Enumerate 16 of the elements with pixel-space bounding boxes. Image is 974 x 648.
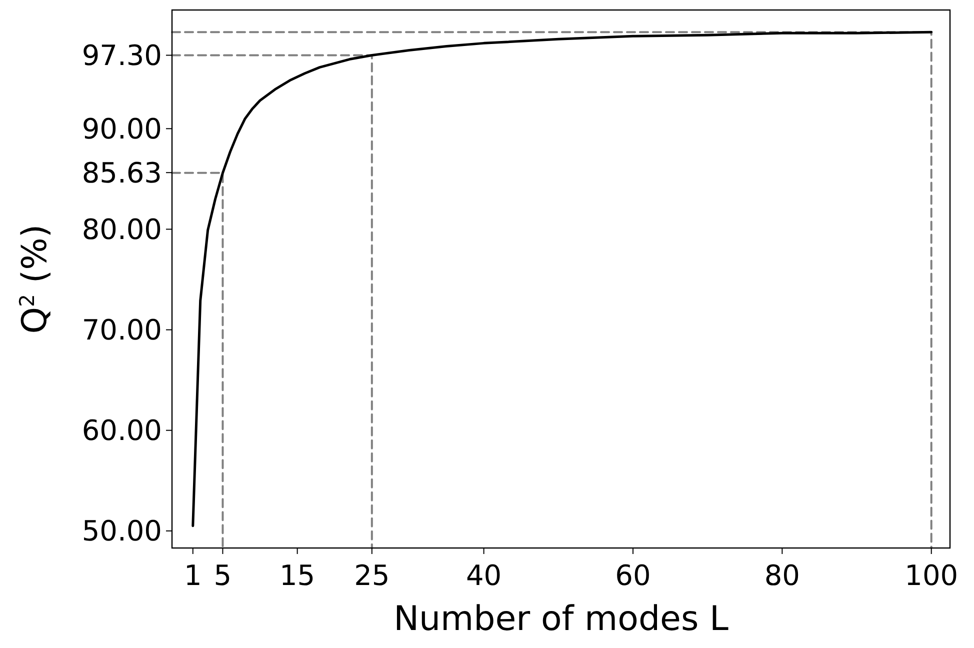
x-tick-label: 1 [184,559,202,592]
y-tick-label: 70.00 [82,314,162,347]
x-tick-label: 60 [615,559,651,592]
y-tick-label: 85.63 [82,156,162,190]
x-tick-label: 25 [354,559,390,592]
y-tick-label: 90.00 [82,112,162,146]
x-tick-label: 80 [764,559,800,592]
x-tick-label: 100 [904,559,958,592]
x-tick-label: 40 [466,559,502,592]
y-tick-label: 97.30 [82,39,162,72]
y-tick-label: 80.00 [82,213,162,246]
x-tick-label: 15 [279,559,316,592]
x-axis-title: Number of modes L [394,599,728,639]
y-tick-label: 50.00 [82,514,162,548]
x-tick-label: 5 [214,559,232,592]
y-tick-label: 60.00 [82,414,162,448]
